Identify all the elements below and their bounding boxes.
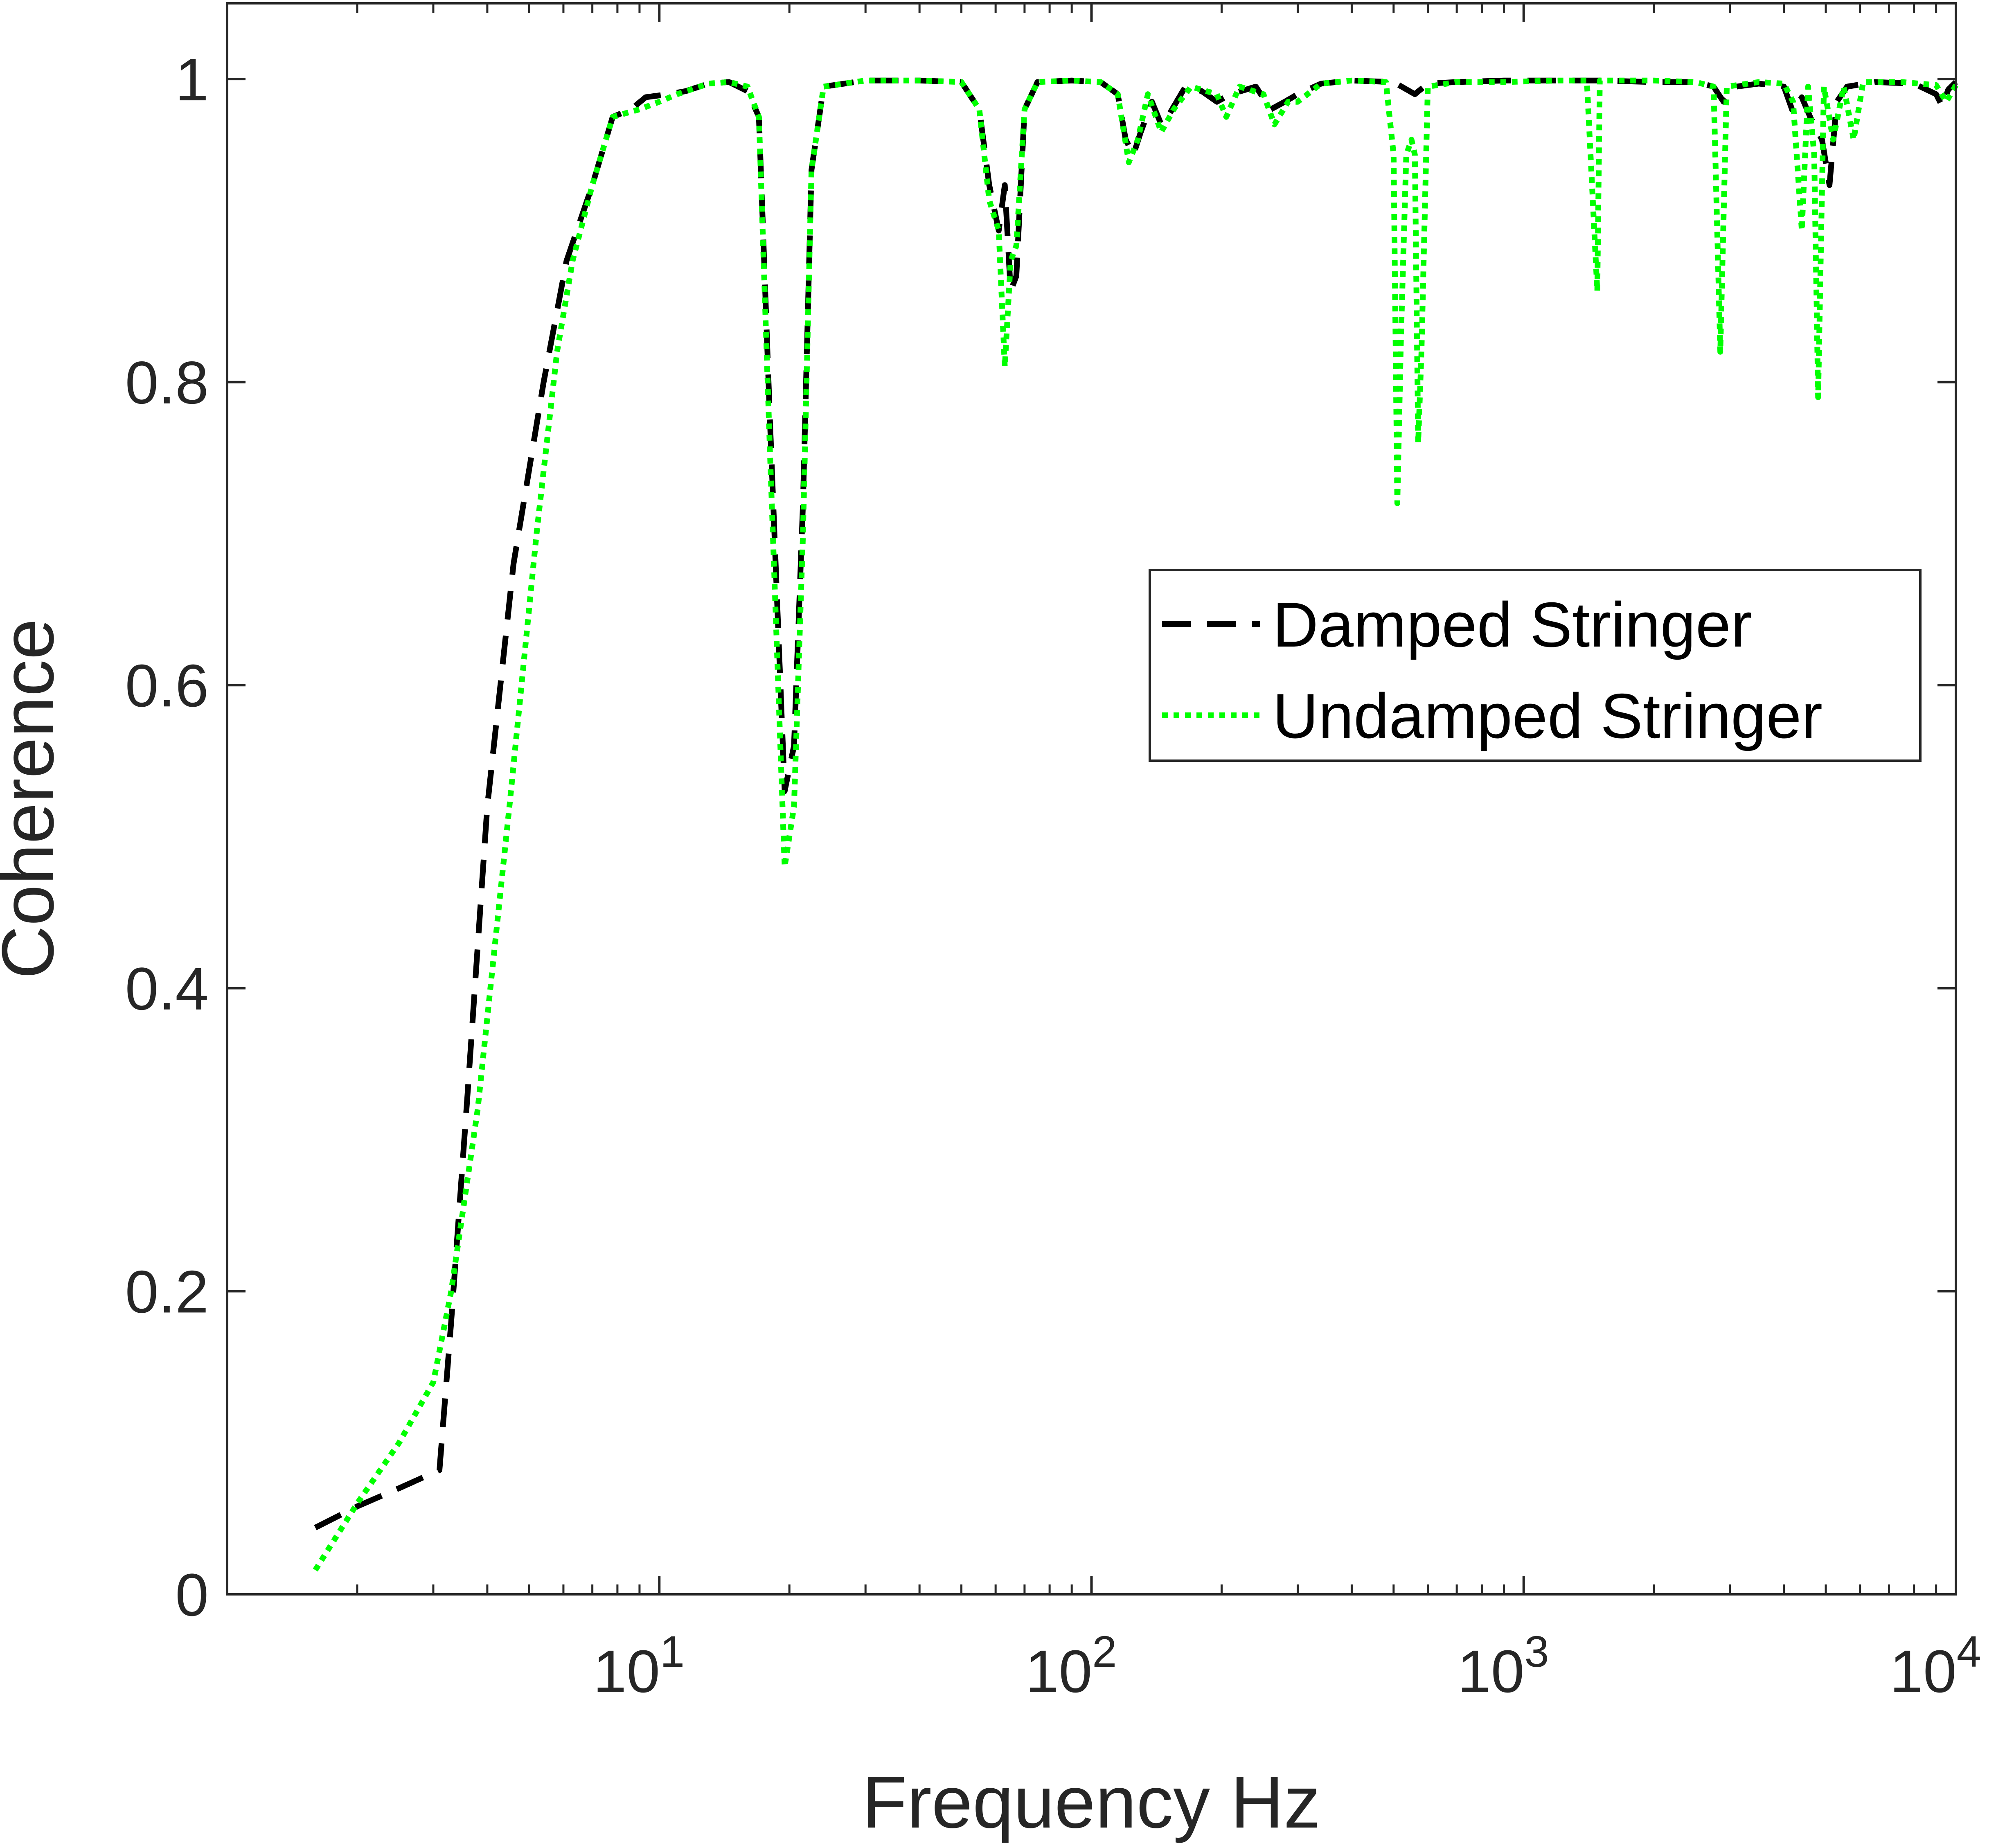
x-tick-label: 103 (1458, 1627, 1549, 1705)
x-tick-base: 10 (1890, 1638, 1957, 1705)
y-tick-label: 0 (175, 1562, 209, 1629)
x-axis-label: Frequency Hz (862, 1761, 1320, 1843)
y-tick-label: 1 (175, 46, 209, 113)
x-tick-label: 101 (593, 1627, 685, 1705)
legend-label-damped: Damped Stringer (1273, 589, 1752, 660)
x-tick-label: 104 (1890, 1627, 1981, 1705)
x-tick-base: 10 (593, 1638, 660, 1705)
x-tick-exponent: 3 (1524, 1627, 1549, 1676)
y-tick-label: 0.2 (125, 1258, 209, 1325)
series-line-undamped-stringer (313, 77, 1959, 1572)
x-tick-exponent: 1 (660, 1627, 685, 1676)
legend-box (1149, 569, 1922, 762)
y-tick-label: 0.6 (125, 652, 209, 719)
series-layer (313, 77, 1959, 1572)
y-tick-label: 0.4 (125, 956, 209, 1023)
axes-background (227, 3, 1956, 1594)
x-tick-base: 10 (1025, 1638, 1093, 1705)
x-tick-exponent: 4 (1957, 1627, 1981, 1676)
legend-label-undamped: Undamped Stringer (1273, 681, 1823, 751)
x-tick-base: 10 (1458, 1638, 1525, 1705)
y-tick-label: 0.8 (125, 349, 209, 417)
x-tick-label: 102 (1025, 1627, 1117, 1705)
legend: Damped Stringer Undamped Stringer (1149, 569, 1922, 762)
x-tick-exponent: 2 (1092, 1627, 1117, 1676)
plot-area (227, 3, 1956, 1594)
y-axis-label: Coherence (0, 619, 69, 979)
